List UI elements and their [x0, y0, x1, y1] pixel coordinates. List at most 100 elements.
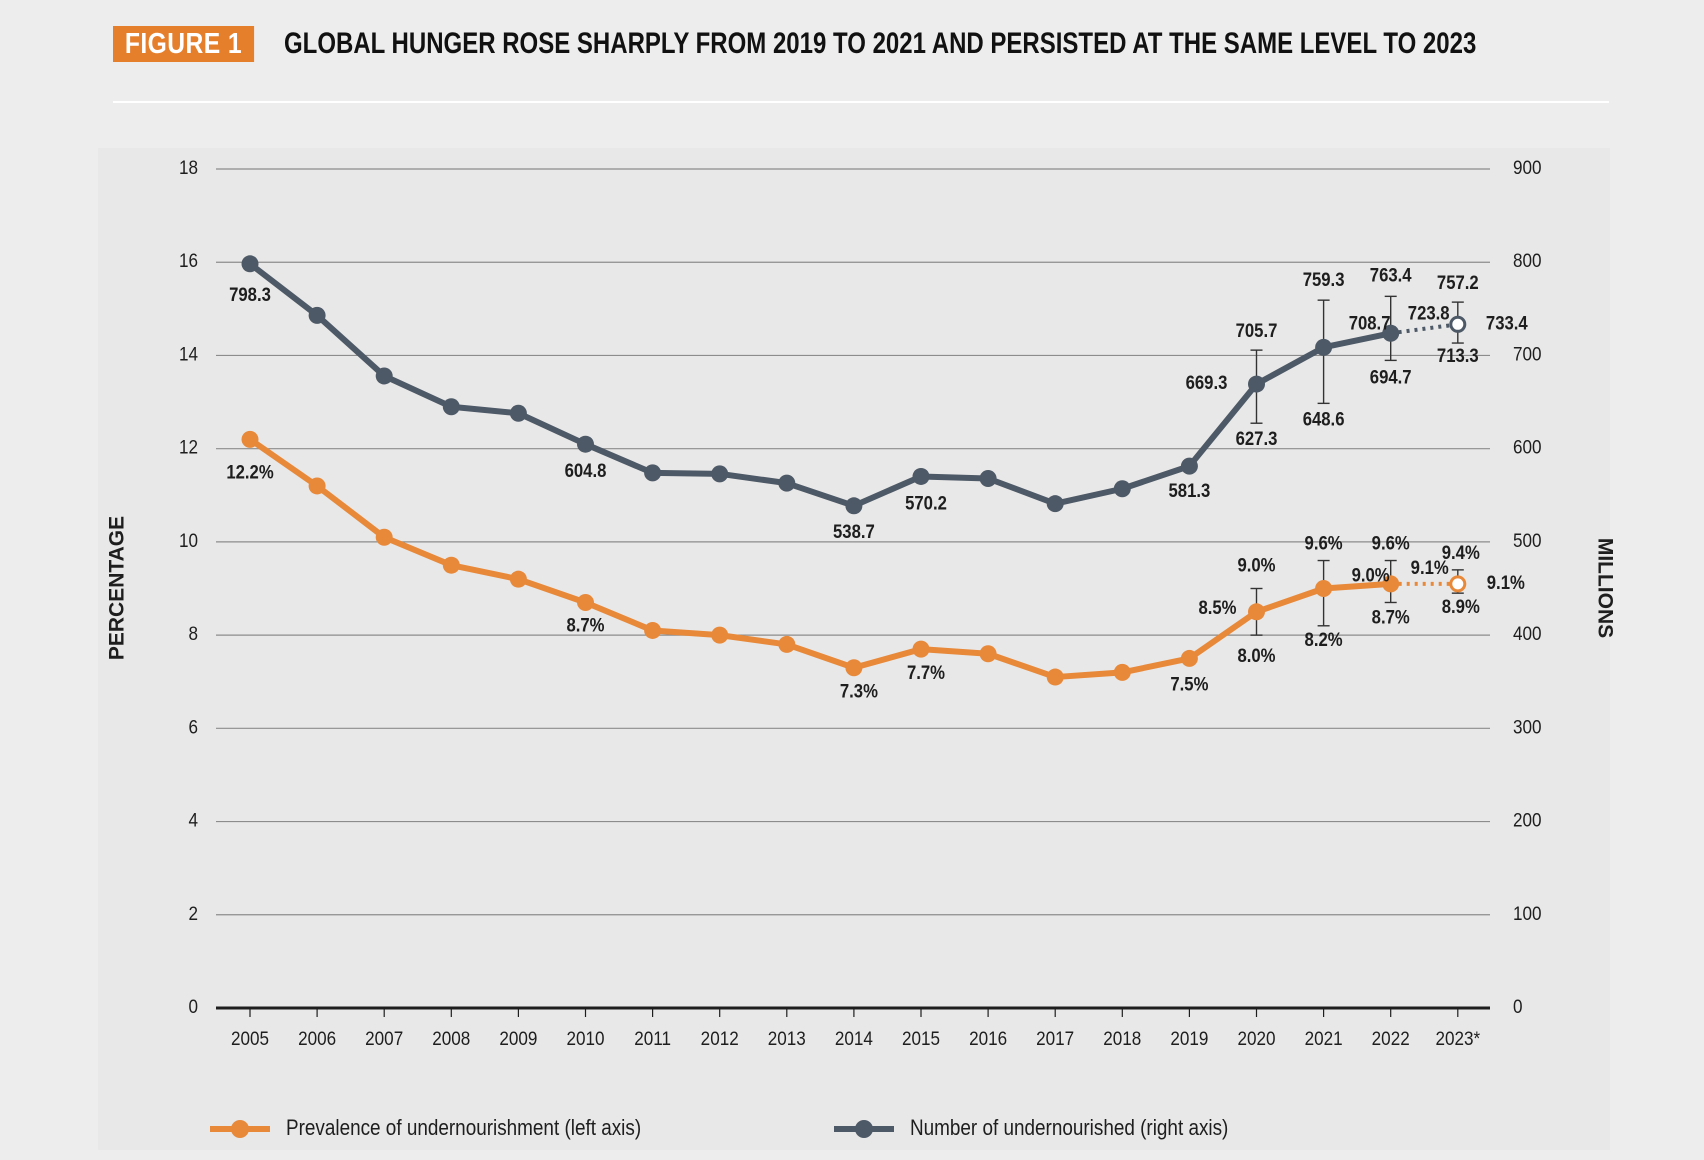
number-data-label: 708.7 [1349, 312, 1391, 333]
prevalence-data-label: 8.7% [566, 615, 604, 636]
prevalence-point [711, 626, 729, 644]
prevalence-range-high-label: 9.6% [1305, 533, 1343, 554]
prevalence-data-label: 9.0% [1352, 565, 1390, 586]
prevalence-point [845, 659, 863, 677]
number-projection-line [1390, 322, 1459, 336]
x-tick-label: 2021 [1305, 1028, 1343, 1049]
x-tick-label: 2005 [231, 1028, 269, 1049]
prevalence-range-low-label: 8.7% [1372, 607, 1410, 628]
right-tick-label: 900 [1513, 157, 1542, 178]
x-tick-label: 2020 [1237, 1028, 1275, 1049]
prevalence-point [979, 645, 997, 663]
prevalence-point [577, 593, 594, 611]
x-tick-label: 2006 [298, 1028, 336, 1049]
x-tick-label: 2013 [768, 1028, 806, 1049]
number-point-projected [1449, 315, 1467, 333]
prevalence-point [241, 430, 259, 448]
x-tick-label: 2015 [902, 1028, 940, 1049]
legend: Prevalence of undernourishment (left axi… [210, 1116, 1228, 1141]
x-tick-label: 2017 [1036, 1028, 1074, 1049]
header-divider [113, 101, 1609, 103]
number-data-label: 570.2 [905, 492, 947, 513]
x-tick-label: 2008 [432, 1028, 470, 1049]
number-legend-swatch-marker [855, 1120, 873, 1138]
number-range-low-label: 713.3 [1437, 345, 1479, 366]
number-legend-label: Number of undernourished (right axis) [910, 1116, 1228, 1141]
left-tick-label: 8 [188, 623, 198, 644]
x-tick-label: 2023* [1435, 1028, 1480, 1049]
prevalence-data-label: 7.7% [907, 662, 945, 683]
prevalence-data-label: 12.2% [226, 461, 273, 482]
right-tick-label: 200 [1513, 810, 1542, 831]
left-tick-label: 18 [179, 157, 198, 178]
number-point [1315, 338, 1333, 356]
left-tick-label: 12 [179, 437, 198, 458]
prevalence-point [644, 621, 662, 639]
number-data-label: 733.4 [1486, 312, 1528, 333]
prevalence-line [248, 436, 1391, 681]
left-tick-label: 0 [188, 996, 198, 1017]
left-tick-label: 4 [188, 810, 198, 831]
prevalence-point [1315, 580, 1333, 597]
left-tick-label: 14 [179, 344, 198, 365]
number-point [577, 435, 594, 453]
prevalence-point [375, 528, 393, 546]
prevalence-range-low-label: 8.0% [1237, 645, 1275, 666]
number-data-label: 538.7 [833, 521, 875, 542]
right-tick-label: 600 [1513, 437, 1542, 458]
data-labels: 12.2%8.7%7.3%7.7%7.5%8.5%9.0% 9.1%9.1%9.0… [226, 264, 1527, 702]
x-tick-label: 2014 [835, 1028, 873, 1049]
prevalence-point [1113, 663, 1131, 681]
right-tick-label: 500 [1513, 530, 1542, 551]
left-tick-label: 16 [179, 250, 198, 271]
number-point [1180, 457, 1198, 475]
number-range-low-label: 694.7 [1370, 366, 1412, 387]
number-range-high-label: 759.3 [1303, 269, 1345, 290]
number-point [1382, 324, 1400, 342]
x-tick-label: 2011 [634, 1028, 671, 1049]
prevalence-point [778, 635, 796, 653]
prevalence-point [308, 477, 326, 495]
number-data-label: 798.3 [229, 284, 271, 305]
prevalence-point [1180, 649, 1198, 667]
figure-badge: FIGURE 1 [113, 26, 254, 62]
right-axis-title: MILLIONS [1593, 538, 1616, 638]
prevalence-data-label: 9.1% [1411, 557, 1449, 578]
number-data-label: 604.8 [565, 460, 607, 481]
x-tick-label: 2022 [1372, 1028, 1410, 1049]
prevalence-point [1046, 668, 1064, 686]
number-point [979, 469, 997, 487]
prevalence-point [442, 556, 460, 574]
number-point [644, 464, 662, 482]
number-point [442, 398, 460, 416]
number-range-high-label: 763.4 [1370, 264, 1412, 285]
number-point [845, 497, 863, 515]
figure-header: FIGURE 1 GLOBAL HUNGER ROSE SHARPLY FROM… [113, 26, 1476, 62]
left-tick-label: 2 [188, 903, 198, 924]
prevalence-legend-label: Prevalence of undernourishment (left axi… [286, 1116, 641, 1141]
series [241, 255, 1467, 686]
chart-panel [98, 148, 1610, 1150]
right-tick-label: 700 [1513, 344, 1542, 365]
prevalence-data-label: 8.5% [1198, 597, 1236, 618]
number-point [711, 465, 729, 483]
left-tick-label: 6 [188, 717, 198, 738]
x-tick-label: 2009 [499, 1028, 537, 1049]
right-tick-label: 800 [1513, 250, 1542, 271]
prevalence-data-label: 9.1% [1487, 572, 1525, 593]
prevalence-range-high-label: 9.0% [1237, 555, 1275, 576]
prevalence-data-label: 7.3% [840, 681, 878, 702]
right-tick-label: 300 [1513, 717, 1542, 738]
number-point [1113, 480, 1131, 498]
prevalence-point [1248, 603, 1265, 621]
prevalence-legend-swatch-marker [231, 1120, 249, 1138]
prevalence-range-low-label: 8.2% [1305, 629, 1343, 650]
number-point [1046, 495, 1064, 513]
figure-title: GLOBAL HUNGER ROSE SHARPLY FROM 2019 TO … [284, 27, 1477, 60]
gridlines [216, 168, 1490, 916]
prevalence-range-low-label: 8.9% [1442, 596, 1480, 617]
x-tick-label: 2016 [969, 1028, 1007, 1049]
number-range-low-label: 627.3 [1236, 428, 1278, 449]
number-range-high-label: 757.2 [1437, 272, 1479, 293]
